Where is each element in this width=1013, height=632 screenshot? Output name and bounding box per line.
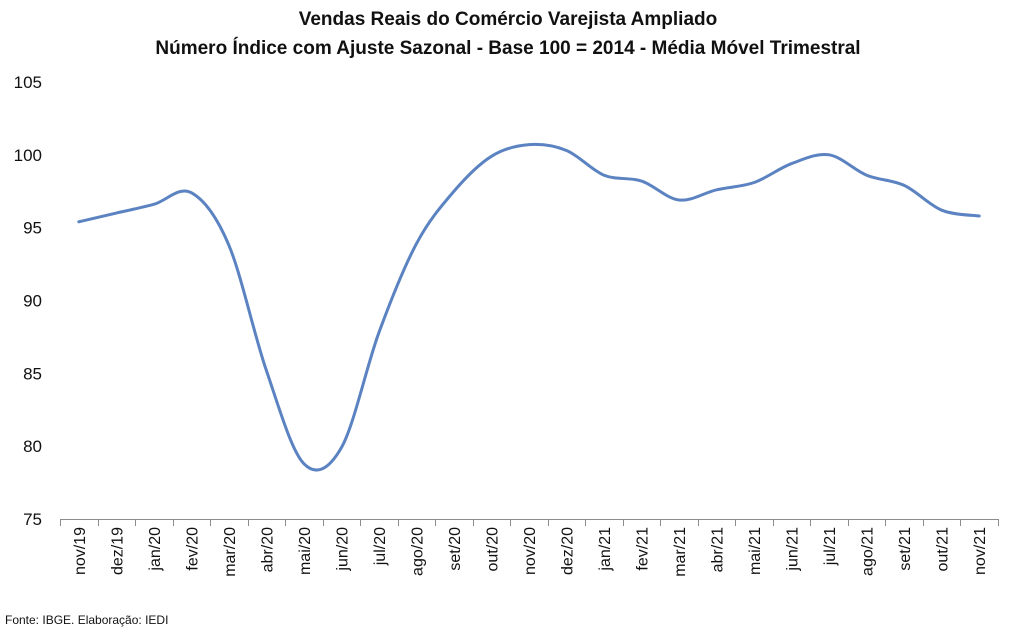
- x-tick-label: mar/20: [222, 527, 239, 577]
- x-tick-label: jan/20: [147, 527, 164, 572]
- x-tick-label: mar/21: [672, 527, 689, 577]
- x-tick-label: nov/20: [522, 527, 539, 575]
- x-tick-label: dez/20: [560, 527, 577, 575]
- y-axis: 75 80 85 90 95 100 105: [14, 73, 42, 529]
- y-tick-label: 90: [23, 292, 42, 311]
- x-axis: nov/19 dez/19 jan/20 fev/20 mar/20 abr/20 mai/…: [60, 519, 999, 577]
- x-tick-label: jan/21: [597, 527, 614, 572]
- x-tick-label: out/20: [484, 527, 501, 572]
- source-note: Fonte: IBGE. Elaboração: IEDI: [5, 613, 168, 627]
- chart-title: Vendas Reais do Comércio Varejista Ampli…: [299, 9, 718, 30]
- x-tick-label: jun/21: [785, 527, 802, 572]
- x-tick-label: nov/19: [72, 527, 89, 575]
- x-tick-label: nov/21: [972, 527, 989, 575]
- x-tick-label: jul/21: [822, 527, 839, 566]
- x-tick-label: set/21: [897, 527, 914, 571]
- y-tick-label: 95: [23, 219, 42, 238]
- x-tick-label: set/20: [447, 527, 464, 571]
- x-tick-label: abr/20: [259, 527, 276, 572]
- series-line: [77, 142, 981, 472]
- y-tick-label: 105: [14, 73, 42, 92]
- x-tick-label: ago/20: [409, 527, 426, 576]
- x-tick-label: fev/21: [635, 527, 652, 571]
- x-tick-label: ago/21: [860, 527, 877, 576]
- x-tick-label: jul/20: [372, 527, 389, 566]
- chart-subtitle: Número Índice com Ajuste Sazonal - Base …: [155, 37, 860, 59]
- x-tick-label: abr/21: [710, 527, 727, 572]
- y-tick-label: 75: [23, 510, 42, 529]
- x-tick-label: jun/20: [334, 527, 351, 572]
- y-tick-label: 85: [23, 364, 42, 383]
- y-tick-label: 80: [23, 437, 42, 456]
- x-tick-label: out/21: [935, 527, 952, 572]
- x-tick-label: fev/20: [184, 527, 201, 571]
- series-layer: [77, 142, 981, 472]
- x-tick-label: mai/21: [747, 527, 764, 575]
- x-tick-label: mai/20: [297, 527, 314, 575]
- x-tick-label: dez/19: [109, 527, 126, 575]
- y-tick-label: 100: [14, 146, 42, 165]
